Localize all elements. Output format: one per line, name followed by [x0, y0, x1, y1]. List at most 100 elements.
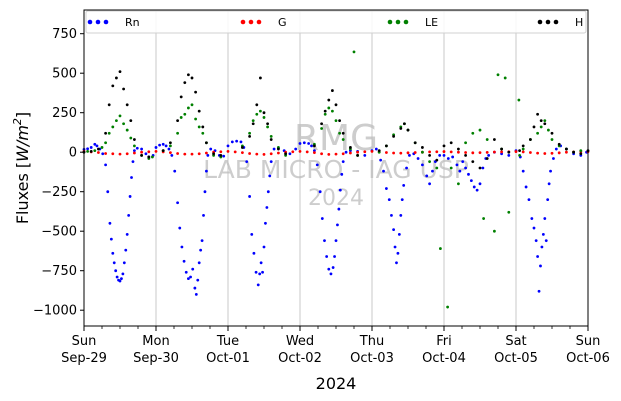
point-Rn	[331, 266, 335, 269]
point-H	[205, 141, 208, 145]
point-Rn	[154, 146, 158, 149]
point-Rn	[191, 267, 195, 271]
point-Rn	[546, 198, 550, 202]
point-G	[399, 151, 403, 155]
point-Rn	[178, 226, 182, 230]
point-G	[485, 150, 489, 154]
point-G	[241, 151, 244, 155]
point-Rn	[197, 261, 201, 265]
point-H	[147, 155, 151, 159]
point-Rn	[307, 142, 311, 145]
point-Rn	[363, 153, 367, 157]
x-tick-date: Oct-02	[278, 351, 322, 366]
point-Rn	[397, 232, 401, 236]
point-H	[356, 153, 359, 157]
point-Rn	[554, 147, 558, 151]
point-LE	[251, 119, 255, 122]
point-Rn	[222, 154, 226, 158]
point-Rn	[128, 195, 132, 198]
point-Rn	[294, 147, 298, 151]
point-Rn	[382, 169, 385, 173]
y-axis-title: Fluxes [W/m2]	[11, 112, 32, 224]
point-G	[565, 150, 568, 154]
point-LE	[493, 229, 496, 233]
point-LE	[190, 103, 194, 107]
point-Rn	[121, 272, 125, 276]
point-Rn	[540, 245, 544, 249]
point-LE	[457, 182, 460, 186]
point-Rn	[392, 228, 395, 232]
point-Rn	[395, 261, 398, 265]
point-G	[435, 150, 439, 154]
point-Rn	[95, 144, 99, 148]
point-H	[457, 147, 460, 151]
point-Rn	[235, 139, 239, 143]
point-Rn	[475, 188, 479, 192]
point-Rn	[108, 221, 112, 225]
point-H	[284, 152, 287, 156]
point-H	[133, 138, 136, 141]
point-G	[349, 151, 352, 155]
point-Rn	[268, 174, 272, 178]
point-LE	[327, 106, 331, 110]
point-H	[269, 138, 273, 141]
point-H	[421, 146, 424, 149]
y-tick-label: 250	[52, 106, 77, 121]
point-G	[226, 150, 230, 153]
point-Rn	[298, 142, 302, 145]
point-G	[457, 150, 460, 154]
point-LE	[255, 112, 259, 116]
x-tick-day: Tue	[216, 334, 239, 349]
point-Rn	[101, 152, 105, 156]
point-Rn	[115, 275, 119, 279]
point-Rn	[89, 146, 93, 149]
point-Rn	[112, 261, 116, 265]
point-Rn	[266, 190, 270, 194]
point-H	[385, 144, 388, 148]
watermark-line-2: LAB MICRO - IAG USP	[203, 155, 469, 184]
point-G	[269, 152, 273, 156]
point-G	[233, 150, 237, 154]
x-tick-day: Wed	[286, 334, 314, 349]
y-tick-label: 500	[52, 67, 77, 82]
point-Rn	[478, 182, 482, 186]
point-LE	[439, 247, 442, 250]
point-LE	[341, 138, 345, 141]
legend-box	[85, 10, 587, 34]
point-H	[543, 122, 547, 126]
point-LE	[320, 127, 323, 130]
point-G	[428, 150, 431, 154]
point-LE	[503, 76, 507, 80]
point-H	[251, 122, 255, 126]
point-LE	[118, 114, 122, 118]
y-tick-label: −750	[41, 264, 77, 279]
point-LE	[421, 150, 424, 154]
point-Rn	[173, 169, 177, 173]
y-tick-label: −500	[41, 225, 77, 240]
point-LE	[266, 125, 269, 129]
point-Rn	[194, 293, 198, 296]
point-Rn	[537, 289, 541, 293]
point-Rn	[461, 160, 465, 164]
point-H	[97, 147, 100, 151]
point-G	[385, 151, 388, 154]
point-Rn	[111, 251, 115, 255]
point-Rn	[254, 270, 258, 274]
point-Rn	[226, 144, 230, 148]
point-Rn	[272, 147, 276, 151]
point-G	[363, 150, 367, 154]
point-LE	[517, 98, 521, 102]
point-H	[572, 150, 575, 154]
point-H	[413, 141, 417, 145]
point-G	[104, 152, 107, 155]
point-H	[478, 166, 482, 170]
point-H	[565, 147, 568, 151]
point-H	[201, 125, 205, 129]
point-LE	[125, 128, 129, 132]
point-LE	[176, 131, 180, 135]
point-Rn	[521, 169, 525, 173]
point-H	[334, 103, 338, 107]
vertical-gridlines	[155, 10, 517, 326]
point-G	[111, 152, 115, 156]
